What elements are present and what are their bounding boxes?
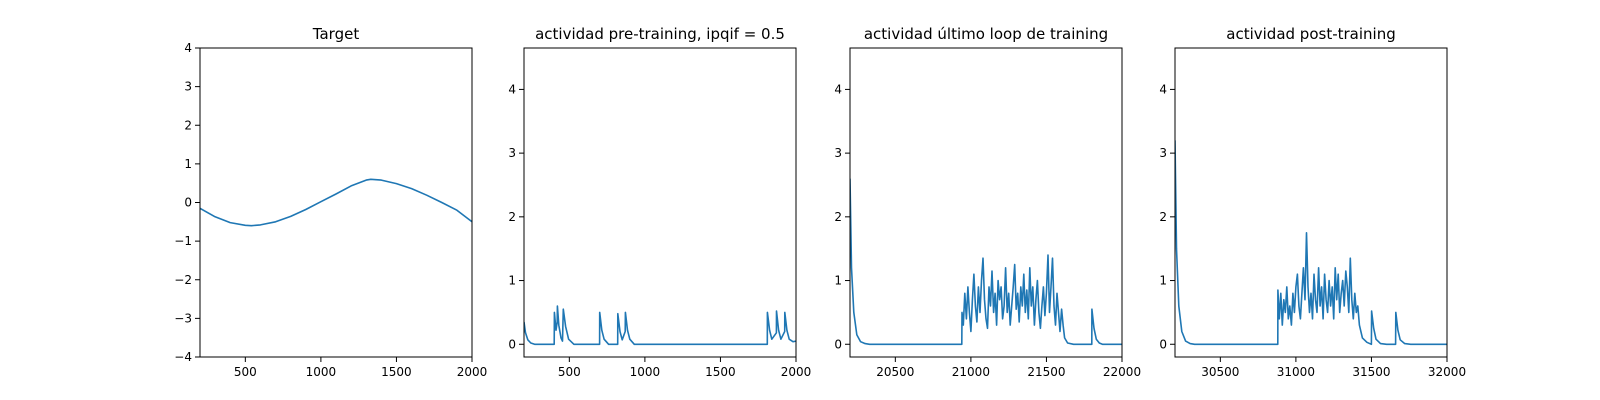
series-line bbox=[850, 178, 1122, 346]
axes-frame bbox=[523, 47, 797, 358]
x-tick-label: 2000 bbox=[457, 365, 488, 379]
x-tick-label: 20500 bbox=[876, 365, 914, 379]
y-tick-label: 0 bbox=[508, 337, 516, 351]
x-tick-label: 1000 bbox=[630, 365, 661, 379]
axes-frame bbox=[199, 47, 473, 358]
y-tick-label: 2 bbox=[834, 210, 842, 224]
y-tick-label: 1 bbox=[184, 157, 192, 171]
axes-frame bbox=[849, 47, 1123, 358]
y-tick-label: 2 bbox=[1159, 210, 1167, 224]
y-tick-label: 3 bbox=[834, 146, 842, 160]
series-line bbox=[200, 178, 472, 227]
y-tick-label: 2 bbox=[508, 210, 516, 224]
y-tick-label: −3 bbox=[174, 311, 192, 325]
y-tick-label: 3 bbox=[184, 80, 192, 94]
axes-frame bbox=[1174, 47, 1448, 358]
y-tick-label: 3 bbox=[1159, 146, 1167, 160]
y-tick-label: 4 bbox=[184, 41, 192, 55]
x-tick-label: 21000 bbox=[952, 365, 990, 379]
x-tick-label: 1000 bbox=[306, 365, 337, 379]
x-tick-label: 32000 bbox=[1428, 365, 1466, 379]
y-tick-label: 1 bbox=[834, 274, 842, 288]
y-tick-label: 4 bbox=[1159, 82, 1167, 96]
series-line bbox=[524, 305, 796, 346]
x-tick-label: 31000 bbox=[1277, 365, 1315, 379]
y-tick-label: 1 bbox=[508, 274, 516, 288]
y-tick-label: 3 bbox=[508, 146, 516, 160]
y-tick-label: −2 bbox=[174, 273, 192, 287]
chart-title: actividad último loop de training bbox=[864, 25, 1108, 43]
subplot-1: Target 500 1000 1500 2000 −4 −3 −2 −1 0 1 2 3 4 bbox=[174, 25, 487, 379]
y-tick-label: 0 bbox=[1159, 337, 1167, 351]
x-tick-label: 500 bbox=[558, 365, 581, 379]
y-tick-label: 2 bbox=[184, 118, 192, 132]
y-tick-label: 4 bbox=[508, 82, 516, 96]
y-tick-label: −1 bbox=[174, 234, 192, 248]
x-tick-label: 21500 bbox=[1027, 365, 1065, 379]
chart-title: Target bbox=[312, 25, 360, 43]
x-tick-label: 1500 bbox=[705, 365, 736, 379]
y-tick-label: 0 bbox=[184, 196, 192, 210]
x-tick-label: 1500 bbox=[381, 365, 412, 379]
x-tick-label: 30500 bbox=[1201, 365, 1239, 379]
chart-title: actividad pre-training, ipqif = 0.5 bbox=[535, 25, 785, 43]
y-tick-label: 0 bbox=[834, 337, 842, 351]
y-tick-label: −4 bbox=[174, 350, 192, 364]
y-tick-label: 1 bbox=[1159, 274, 1167, 288]
x-tick-label: 31500 bbox=[1352, 365, 1390, 379]
chart-title: actividad post-training bbox=[1226, 25, 1395, 43]
x-tick-label: 500 bbox=[234, 365, 257, 379]
series-line bbox=[1175, 140, 1447, 346]
y-tick-label: 4 bbox=[834, 82, 842, 96]
x-tick-label: 22000 bbox=[1103, 365, 1141, 379]
x-tick-label: 2000 bbox=[781, 365, 812, 379]
